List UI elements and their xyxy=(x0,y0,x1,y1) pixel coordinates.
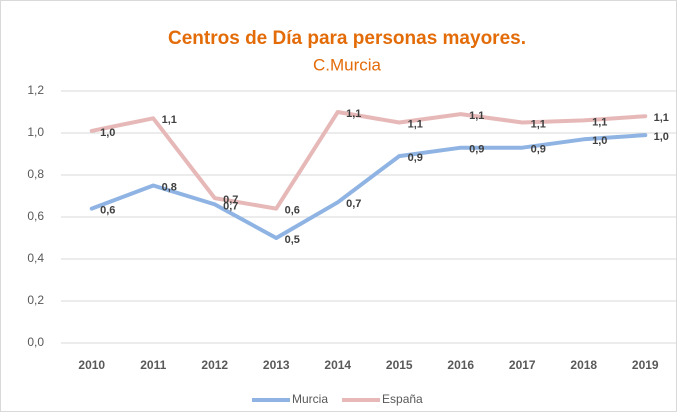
x-tick-label: 2011 xyxy=(140,358,166,372)
data-label: 1,1 xyxy=(531,118,546,130)
data-label: 1,0 xyxy=(592,135,607,147)
legend-label: España xyxy=(382,392,423,406)
y-tick-label: 0,0 xyxy=(27,335,44,349)
data-label: 1,1 xyxy=(654,112,669,124)
x-tick-label: 2016 xyxy=(447,358,474,372)
data-label: 0,7 xyxy=(346,198,361,210)
data-label: 1,1 xyxy=(408,118,423,130)
data-label: 1,0 xyxy=(654,131,669,143)
chart-subtitle: C.Murcia xyxy=(313,55,382,74)
x-tick-label: 2018 xyxy=(570,358,597,372)
data-label: 0,5 xyxy=(285,234,300,246)
data-label: 0,9 xyxy=(531,144,546,156)
data-label: 0,8 xyxy=(162,181,177,193)
data-label: 1,1 xyxy=(162,114,177,126)
x-tick-label: 2015 xyxy=(386,358,413,372)
series-line xyxy=(89,133,648,240)
x-tick-label: 2017 xyxy=(509,358,536,372)
x-tick-label: 2019 xyxy=(632,358,659,372)
chart-title: Centros de Día para personas mayores. xyxy=(168,28,526,49)
data-label: 0,6 xyxy=(100,205,115,217)
data-label: 0,6 xyxy=(285,205,300,217)
data-label: 1,0 xyxy=(100,127,115,139)
data-label: 0,9 xyxy=(408,152,423,164)
data-label: 1,1 xyxy=(592,116,607,128)
data-label: 1,1 xyxy=(469,110,484,122)
x-tick-label: 2012 xyxy=(201,358,228,372)
y-tick-label: 0,8 xyxy=(27,167,44,181)
x-tick-label: 2013 xyxy=(263,358,290,372)
legend-label: Murcia xyxy=(292,392,328,406)
y-tick-label: 1,2 xyxy=(27,83,44,97)
y-tick-label: 0,2 xyxy=(27,293,44,307)
data-label: 1,1 xyxy=(346,108,361,120)
series-line xyxy=(89,110,648,211)
y-tick-label: 0,6 xyxy=(27,209,44,223)
data-label: 0,7 xyxy=(223,194,238,206)
data-label: 0,7 xyxy=(223,200,238,212)
data-label: 0,9 xyxy=(469,144,484,156)
x-tick-label: 2014 xyxy=(324,358,351,372)
x-tick-label: 2010 xyxy=(78,358,105,372)
y-tick-label: 0,4 xyxy=(27,251,44,265)
y-tick-label: 1,0 xyxy=(27,125,44,139)
